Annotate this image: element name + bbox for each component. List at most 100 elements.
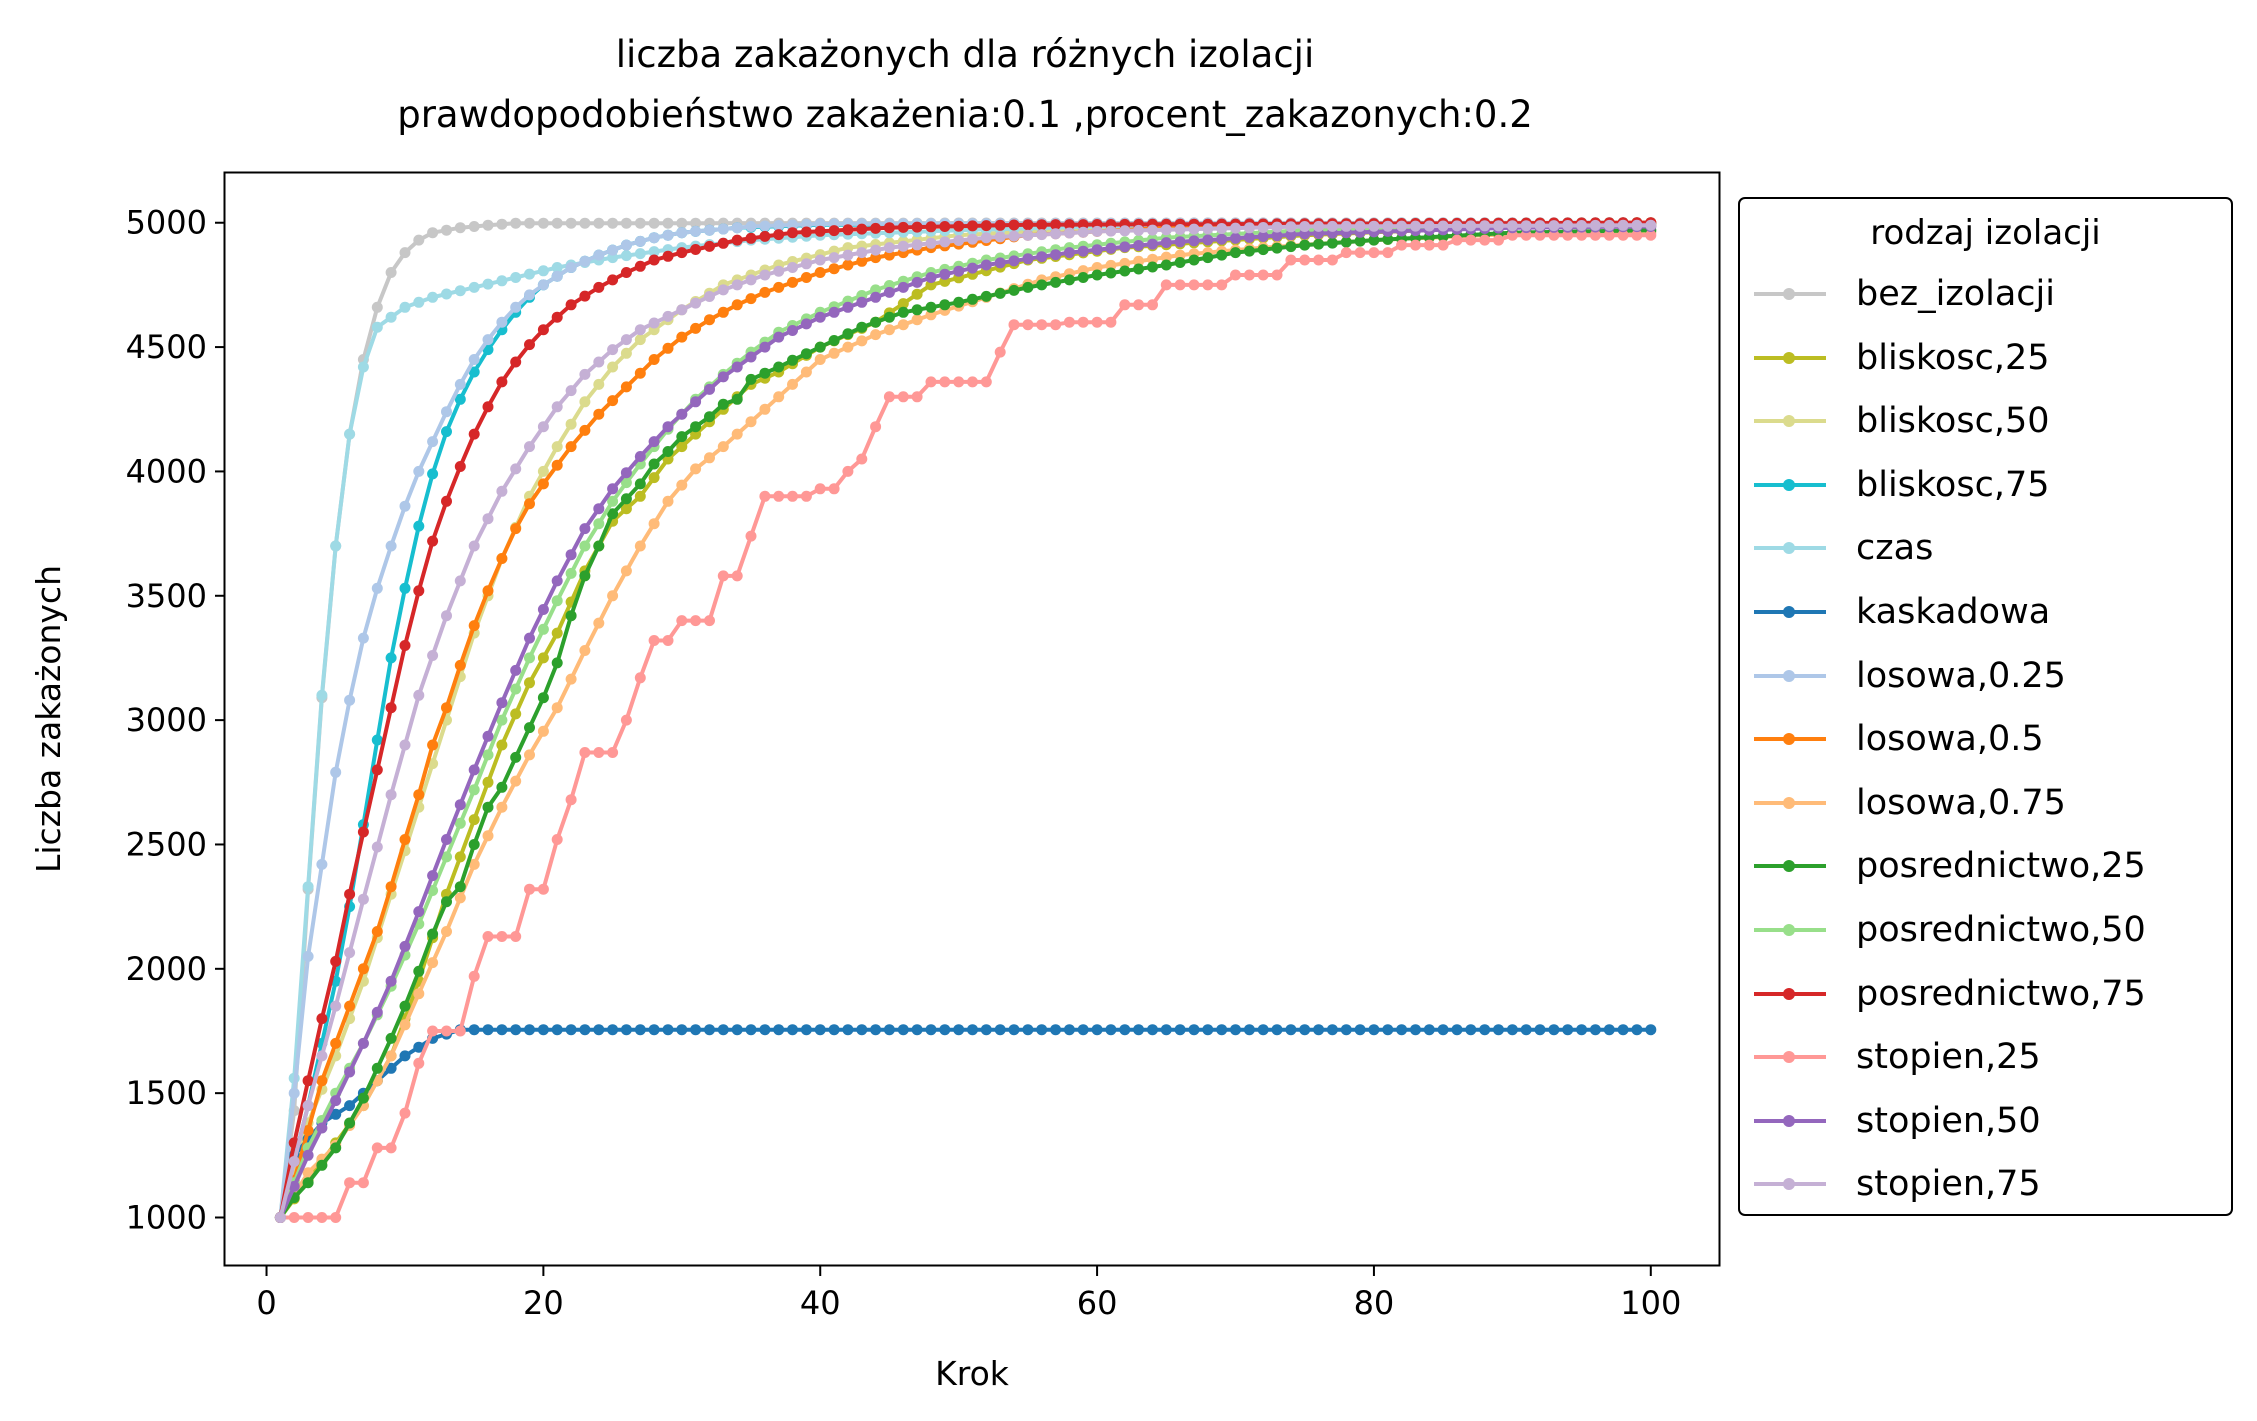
data-point (925, 237, 937, 249)
data-point (385, 652, 397, 664)
data-point (385, 267, 397, 278)
data-point (731, 570, 743, 582)
legend-item: czas (1754, 523, 1933, 573)
data-point (690, 217, 702, 229)
data-point (371, 582, 383, 594)
data-point (1271, 221, 1283, 233)
data-point (745, 1024, 757, 1036)
legend-label: losowa,0.5 (1856, 719, 2044, 760)
data-point (357, 1037, 369, 1049)
data-point (496, 376, 508, 388)
data-point (648, 232, 660, 244)
data-point (1216, 279, 1228, 291)
data-point (967, 376, 978, 388)
data-point (524, 1024, 535, 1036)
legend-item: bliskosc,25 (1754, 333, 2049, 383)
data-point (690, 1024, 702, 1036)
data-point (551, 270, 563, 282)
data-point (427, 928, 439, 940)
data-point (980, 232, 992, 244)
series-line (278, 220, 1651, 1219)
x-tick-label: 80 (1354, 1284, 1395, 1322)
data-point (1285, 1024, 1297, 1036)
data-point (496, 1024, 508, 1036)
data-point (579, 747, 591, 758)
data-point (524, 749, 535, 761)
data-point (1188, 235, 1200, 247)
data-point (800, 318, 812, 330)
data-point (1562, 229, 1574, 241)
data-point (828, 1024, 840, 1036)
data-point (883, 286, 895, 298)
legend-label: stopien,25 (1856, 1037, 2041, 1078)
data-point (1022, 1024, 1034, 1036)
data-point (551, 595, 563, 607)
data-point (967, 233, 978, 245)
data-point (745, 274, 757, 286)
data-point (814, 483, 826, 495)
data-point (1160, 251, 1172, 263)
data-point (1257, 222, 1269, 233)
data-point (939, 299, 951, 311)
data-point (704, 224, 715, 236)
data-point (717, 237, 729, 249)
series-posrednictwo,25 (274, 224, 1657, 1223)
data-point (1423, 220, 1435, 232)
data-point (1410, 239, 1421, 251)
data-point (1050, 276, 1062, 288)
data-point (316, 1159, 328, 1171)
data-point (1008, 255, 1020, 267)
data-point (385, 1050, 397, 1062)
data-point (648, 246, 660, 258)
data-point (371, 301, 383, 313)
data-point (897, 298, 909, 310)
legend-item: stopien,50 (1754, 1096, 2041, 1146)
series-line (278, 220, 1651, 1218)
legend-label: bliskosc,25 (1856, 337, 2050, 378)
data-point (524, 289, 535, 301)
legend-label: bliskosc,50 (1856, 401, 2050, 442)
data-point (1230, 232, 1241, 244)
data-point (1396, 220, 1408, 232)
data-point (759, 1024, 771, 1036)
legend-item: stopien,25 (1754, 1032, 2041, 1082)
data-point (731, 234, 743, 246)
data-point (1063, 1024, 1075, 1036)
data-point (787, 1024, 798, 1036)
data-point (1437, 220, 1449, 232)
data-point (357, 826, 369, 838)
data-point (787, 276, 798, 288)
legend-item: losowa,0.5 (1754, 714, 2044, 764)
data-point (994, 219, 1006, 231)
data-point (1022, 229, 1034, 241)
data-point (454, 851, 466, 863)
data-point (1160, 237, 1172, 249)
legend-swatch (1754, 411, 1826, 431)
legend-swatch (1754, 475, 1826, 495)
data-point (302, 1177, 314, 1189)
data-point (454, 799, 466, 811)
data-point (1548, 1024, 1560, 1036)
data-point (1147, 261, 1158, 273)
data-point (1313, 238, 1325, 250)
data-point (482, 830, 494, 842)
data-point (690, 244, 702, 255)
data-point (593, 503, 605, 515)
data-point (1119, 265, 1131, 277)
data-point (731, 279, 743, 291)
data-point (648, 354, 660, 365)
data-point (468, 620, 480, 632)
data-point (634, 324, 646, 336)
data-point (288, 1087, 300, 1099)
data-point (357, 1177, 369, 1189)
data-point (607, 508, 619, 520)
data-point (1396, 1024, 1408, 1036)
data-point (468, 354, 480, 365)
data-point (1063, 316, 1075, 328)
data-point (994, 231, 1006, 243)
data-point (911, 288, 923, 300)
data-point (385, 1062, 397, 1074)
data-point (773, 490, 785, 502)
data-point (537, 604, 549, 615)
data-point (565, 418, 577, 430)
